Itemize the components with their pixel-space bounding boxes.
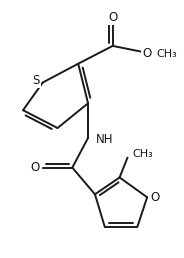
- Text: O: O: [143, 47, 152, 60]
- Text: O: O: [150, 191, 160, 204]
- Text: O: O: [108, 11, 117, 24]
- Text: CH₃: CH₃: [156, 49, 177, 59]
- Text: CH₃: CH₃: [132, 149, 153, 159]
- Text: S: S: [32, 74, 40, 87]
- Text: O: O: [30, 161, 40, 174]
- Text: NH: NH: [96, 133, 114, 146]
